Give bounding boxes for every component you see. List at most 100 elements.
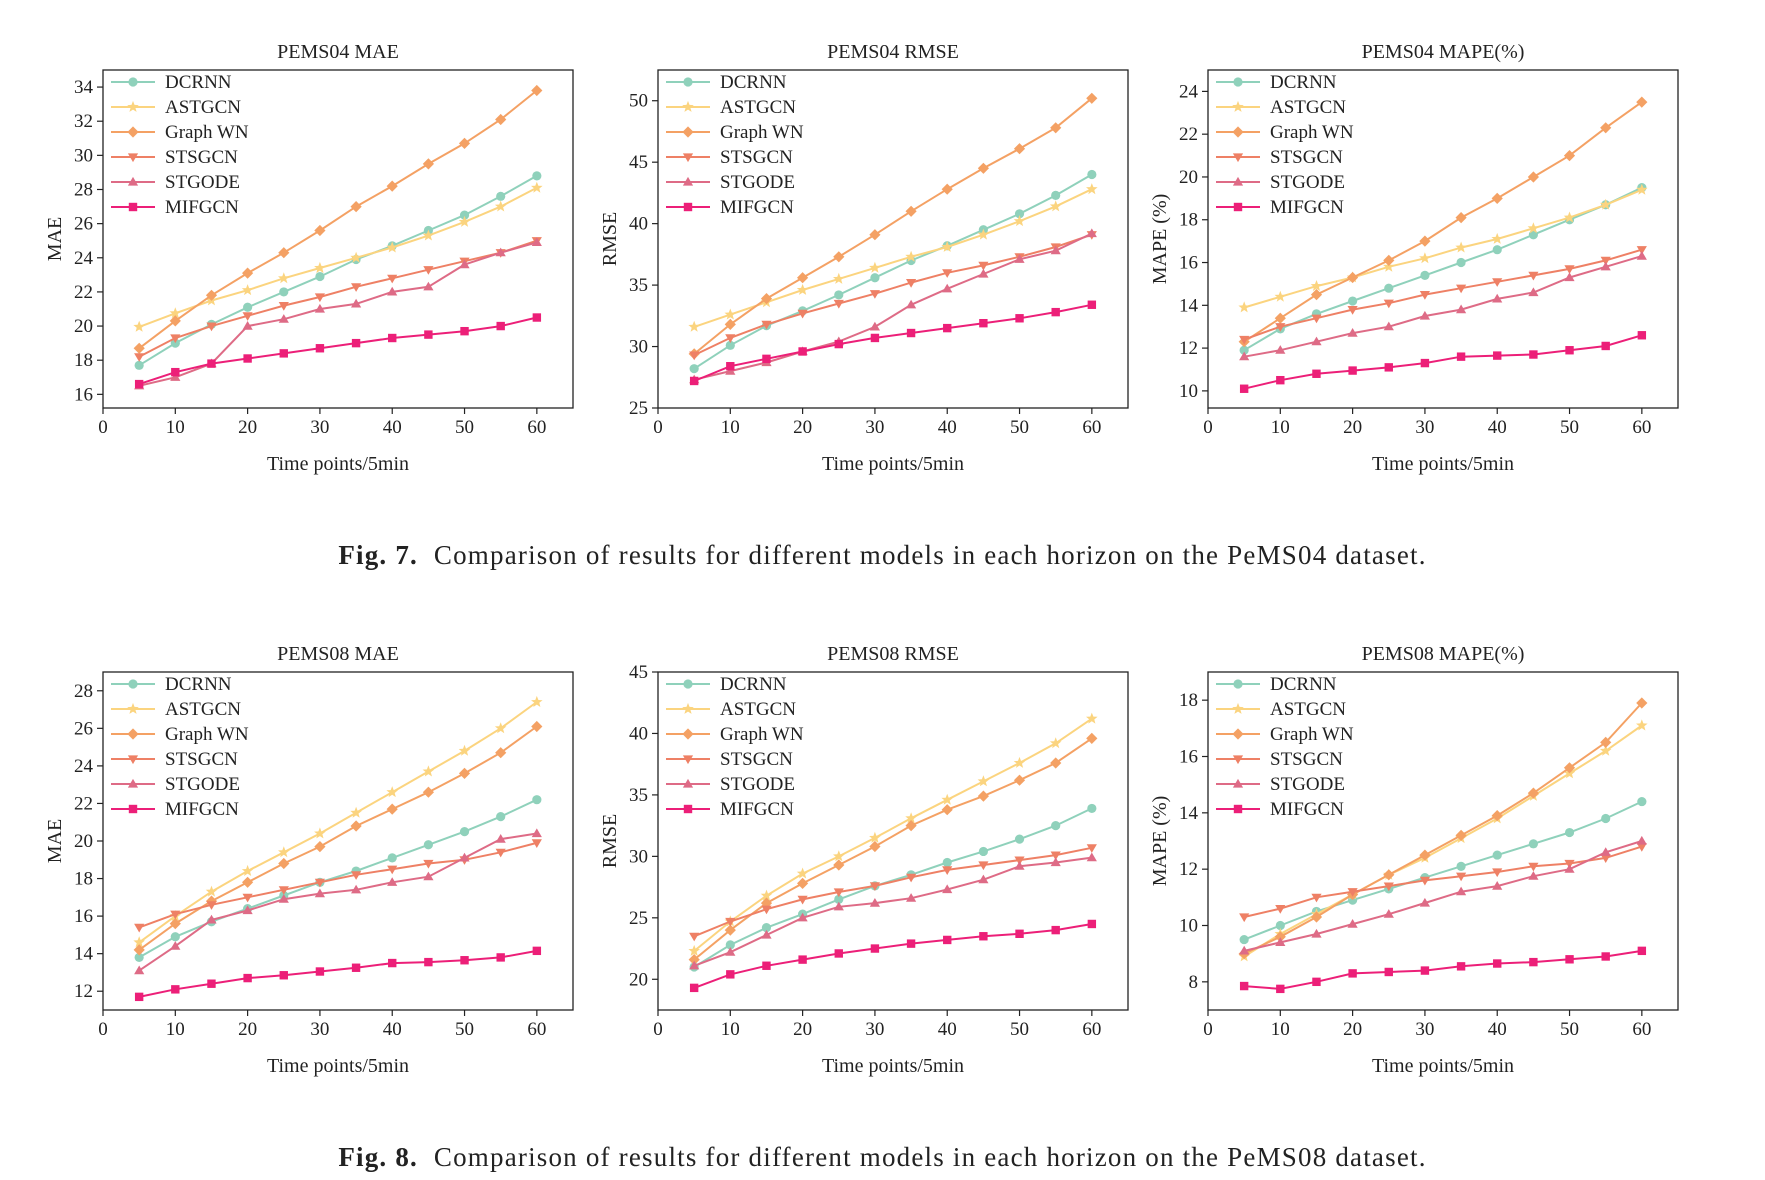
data-point-mifgcn xyxy=(1456,962,1466,971)
data-point-graph-wn xyxy=(1600,736,1612,748)
data-point-graph-wn xyxy=(386,180,398,192)
data-point-graph-wn xyxy=(169,315,181,327)
y-tick-label: 30 xyxy=(74,145,93,166)
data-point-stgode xyxy=(1311,928,1322,938)
data-point-stsgcn xyxy=(1239,913,1250,923)
data-point-stsgcn xyxy=(869,882,880,891)
chart-pems08-rmse: PEMS08 RMSE 0 10 20 30 40 50 60 20 25 30 35 40 45 Time… xyxy=(600,643,1129,1077)
data-point-astgcn xyxy=(1599,198,1612,210)
data-point-stsgcn xyxy=(314,878,325,888)
data-point-mifgcn xyxy=(460,326,469,336)
data-point-mifgcn xyxy=(1637,946,1647,956)
data-point-astgcn xyxy=(1455,241,1467,253)
data-point-stgode xyxy=(1086,228,1097,238)
data-point-astgcn xyxy=(1383,260,1395,272)
series-line-mifgcn xyxy=(693,303,1092,382)
x-tick-label: 20 xyxy=(793,1019,812,1040)
legend-label-mifgcn: MIFGCN xyxy=(1270,197,1344,218)
x-tick-label: 60 xyxy=(1082,417,1101,438)
data-point-stsgcn xyxy=(206,901,217,910)
x-tick-label: 50 xyxy=(455,1019,474,1040)
data-point-mifgcn xyxy=(496,953,505,962)
data-point-stsgcn xyxy=(978,861,989,871)
data-point-stgode xyxy=(1600,847,1611,856)
data-point-stsgcn xyxy=(1347,888,1358,897)
data-point-astgcn xyxy=(1310,280,1323,291)
data-point-stgode xyxy=(1636,835,1647,845)
data-point-stsgcn xyxy=(387,274,398,284)
data-point-mifgcn xyxy=(243,354,252,363)
data-point-mifgcn xyxy=(689,983,699,993)
data-point-mifgcn xyxy=(943,323,952,333)
series-line-dcrnn xyxy=(693,807,1093,968)
legend: DCRNN ASTGCN Graph WN STSGCN STGODE MIFGCN xyxy=(1216,72,1354,218)
legend-marker-stsgcn xyxy=(1232,755,1244,765)
legend-marker-dcrnn xyxy=(1233,77,1243,87)
data-point-astgcn xyxy=(905,812,917,824)
data-point-stgode xyxy=(1564,864,1575,873)
legend-marker-dcrnn xyxy=(683,77,693,87)
x-tick-label: 20 xyxy=(793,417,812,438)
series-line-mifgcn xyxy=(1243,334,1643,390)
series-stgode xyxy=(689,852,1097,970)
data-point-stsgcn xyxy=(978,261,989,271)
series-line-graph-wn xyxy=(138,89,538,350)
legend: DCRNN ASTGCN Graph WN STSGCN STGODE MIFGCN xyxy=(1216,674,1354,820)
data-point-mifgcn xyxy=(943,935,952,945)
series-stsgcn xyxy=(1239,246,1647,345)
data-point-dcrnn xyxy=(243,302,253,312)
legend-label-graph-wn: Graph WN xyxy=(1270,122,1354,143)
legend-marker-stsgcn xyxy=(127,153,139,163)
data-point-astgcn xyxy=(1238,301,1250,313)
data-point-stgode xyxy=(1347,328,1358,337)
data-point-mifgcn xyxy=(1493,959,1502,968)
figure-8-label: Fig. 8. xyxy=(338,1142,418,1172)
x-tick-label: 20 xyxy=(1343,1019,1362,1040)
y-tick-label: 28 xyxy=(74,681,93,702)
data-point-stgode xyxy=(906,299,917,309)
legend-label-mifgcn: MIFGCN xyxy=(720,799,794,820)
data-point-graph-wn xyxy=(941,804,953,816)
data-point-stsgcn xyxy=(797,309,808,319)
x-tick-label: 10 xyxy=(721,417,740,438)
data-point-graph-wn xyxy=(242,267,254,279)
data-point-astgcn xyxy=(494,722,507,734)
y-tick-label: 35 xyxy=(629,785,648,806)
data-point-stsgcn xyxy=(906,279,917,288)
data-point-graph-wn xyxy=(1347,271,1359,284)
data-point-astgcn xyxy=(1086,712,1098,724)
data-point-stgode xyxy=(387,877,398,886)
data-point-stgode xyxy=(1600,261,1611,271)
data-point-stgode xyxy=(1419,310,1430,320)
data-point-stgode xyxy=(761,929,772,939)
data-point-stgode xyxy=(134,965,145,975)
data-point-dcrnn xyxy=(942,857,952,868)
data-point-stsgcn xyxy=(1492,278,1503,287)
legend-label-dcrnn: DCRNN xyxy=(1270,674,1337,695)
data-point-astgcn xyxy=(133,936,145,948)
data-point-astgcn xyxy=(833,850,845,862)
data-point-mifgcn xyxy=(726,970,735,979)
series-astgcn xyxy=(688,712,1098,956)
chart-pems04-rmse: PEMS04 RMSE 0 10 20 30 40 50 60 25 30 35 40 45 50 Time… xyxy=(600,41,1129,475)
data-point-stgode xyxy=(531,237,542,246)
data-point-astgcn xyxy=(531,695,543,707)
data-point-stgode xyxy=(797,912,808,922)
legend-label-dcrnn: DCRNN xyxy=(165,72,232,93)
data-point-mifgcn xyxy=(834,339,843,349)
legend: DCRNN ASTGCN Graph WN STSGCN STGODE MIFGCN xyxy=(666,674,804,820)
data-point-dcrnn xyxy=(1087,169,1097,180)
series-line-stgode xyxy=(693,232,1093,381)
data-point-graph-wn xyxy=(458,767,471,779)
data-point-mifgcn xyxy=(1087,919,1097,929)
data-point-astgcn xyxy=(941,240,953,252)
series-line-mifgcn xyxy=(693,923,1092,989)
data-point-graph-wn xyxy=(1086,92,1098,104)
series-line-stgode xyxy=(1243,840,1643,952)
series-astgcn xyxy=(1238,183,1648,313)
data-point-stsgcn xyxy=(942,866,953,875)
data-point-stgode xyxy=(1492,293,1503,303)
legend-label-dcrnn: DCRNN xyxy=(1270,72,1337,93)
data-point-dcrnn xyxy=(1564,827,1575,838)
series-line-stsgcn xyxy=(1243,248,1643,341)
